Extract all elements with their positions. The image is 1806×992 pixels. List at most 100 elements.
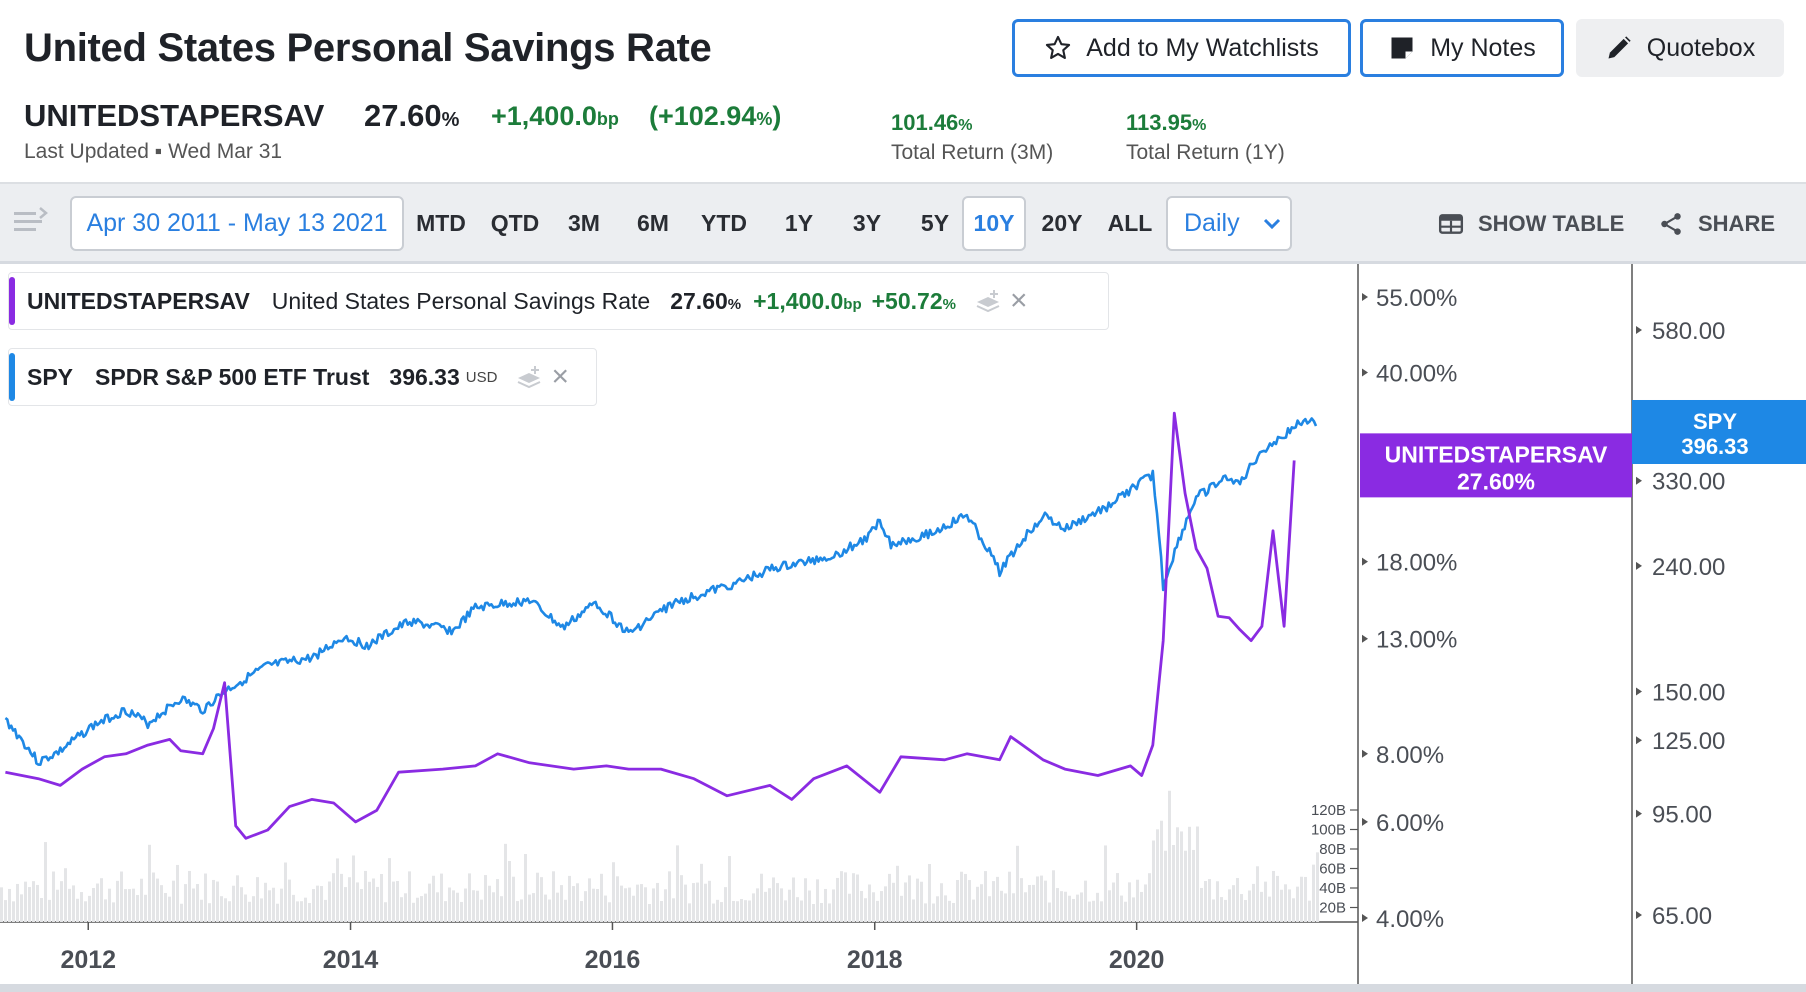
- last-updated-label: Last Updated: [24, 140, 149, 163]
- volume-bar: [708, 880, 711, 922]
- close-icon[interactable]: ×: [1009, 284, 1028, 317]
- right-tick: [1636, 561, 1642, 570]
- volume-bar: [376, 886, 379, 922]
- volume-bar: [676, 845, 679, 922]
- legend-entry-spy[interactable]: SPY SPDR S&P 500 ETF Trust 396.33 USD ×: [8, 348, 597, 406]
- volume-bar: [360, 889, 363, 922]
- quotebox-button[interactable]: Quotebox: [1576, 19, 1784, 77]
- series-line-savings-rate[interactable]: [5, 411, 1296, 840]
- volume-bar: [988, 896, 991, 922]
- share-button[interactable]: SHARE: [1658, 196, 1775, 251]
- right-tick: [1636, 326, 1642, 334]
- my-notes-button[interactable]: My Notes: [1360, 19, 1564, 77]
- volume-bar: [108, 888, 111, 922]
- right-tick: [1636, 736, 1642, 745]
- volume-bar: [132, 888, 135, 922]
- volume-bar: [308, 902, 311, 922]
- volume-bar: [912, 899, 915, 922]
- x-tick-label-2016: 2016: [585, 946, 641, 974]
- volume-bar: [200, 899, 203, 922]
- volume-bar: [352, 855, 355, 922]
- volume-bar: [388, 858, 391, 922]
- right-tick-label: 240.00: [1652, 554, 1725, 581]
- legend-change-pct-unit: %: [942, 295, 956, 313]
- savings-rate-flag-name: UNITEDSTAPERSAV: [1385, 441, 1608, 467]
- volume-bar: [1076, 894, 1079, 922]
- volume-bar: [968, 880, 971, 922]
- volume-bar: [128, 889, 131, 922]
- volume-bar: [400, 897, 403, 922]
- volume-bar: [1088, 901, 1091, 922]
- volume-bar: [556, 892, 559, 922]
- change-value: +1,400.0bp: [491, 101, 619, 132]
- right-tick: [1636, 911, 1642, 919]
- volume-bar: [828, 903, 831, 922]
- savings-rate-last-flag: [1360, 433, 1632, 498]
- volume-bar: [1252, 883, 1255, 922]
- volume-bar: [12, 901, 15, 922]
- period-button-10y[interactable]: 10Y: [962, 196, 1026, 251]
- period-button-all[interactable]: ALL: [1107, 210, 1153, 236]
- series-line-spy[interactable]: [4, 417, 1318, 766]
- volume-bar: [164, 892, 167, 922]
- right-tick: [1636, 809, 1642, 818]
- volume-bar: [700, 863, 703, 922]
- share-label: SHARE: [1698, 210, 1776, 236]
- legend-change: +1,400.0bp: [753, 288, 862, 315]
- left-tick-label: 8.00%: [1376, 742, 1444, 769]
- volume-bar: [212, 879, 215, 922]
- volume-bar: [1124, 901, 1127, 922]
- quotebox-label: Quotebox: [1646, 33, 1756, 62]
- volume-bar: [1100, 901, 1103, 922]
- frequency-select[interactable]: Daily: [1166, 196, 1292, 251]
- volume-bar: [832, 889, 835, 922]
- show-table-button[interactable]: SHOW TABLE: [1438, 196, 1624, 251]
- volume-bar: [948, 900, 951, 922]
- period-button-3m[interactable]: 3M: [568, 210, 600, 236]
- volume-bar: [232, 885, 235, 922]
- volume-bar: [404, 893, 407, 922]
- volume-bar: [1284, 884, 1287, 922]
- right-tick-label: 125.00: [1652, 728, 1725, 755]
- period-button-3y[interactable]: 3Y: [852, 210, 882, 236]
- volume-bar: [1084, 880, 1087, 922]
- volume-bar: [1092, 900, 1095, 922]
- volume-bar: [1020, 878, 1023, 922]
- volume-bar: [340, 873, 343, 922]
- volume-bar: [1120, 895, 1123, 922]
- period-button-mtd[interactable]: MTD: [416, 210, 466, 236]
- volume-bar: [1308, 900, 1311, 922]
- legend-entry-savings-rate[interactable]: UNITEDSTAPERSAV United States Personal S…: [8, 272, 1109, 330]
- volume-bar: [724, 887, 727, 922]
- volume-bar: [1096, 892, 1099, 922]
- volume-bar: [800, 900, 803, 922]
- spy-last-flag: [1632, 399, 1806, 464]
- period-button-1y[interactable]: 1Y: [784, 210, 814, 236]
- period-button-qtd[interactable]: QTD: [490, 210, 540, 236]
- volume-bar: [984, 871, 987, 922]
- period-button-5y[interactable]: 5Y: [920, 210, 950, 236]
- price-chart[interactable]: 2012201420162018202055.00%40.00%25.00%18…: [0, 264, 1806, 984]
- volume-bar: [1264, 881, 1267, 922]
- volume-bar: [884, 886, 887, 922]
- my-notes-label: My Notes: [1430, 33, 1536, 62]
- volume-bar: [1008, 871, 1011, 922]
- volume-bar: [448, 887, 451, 922]
- close-icon[interactable]: ×: [551, 360, 569, 393]
- volume-bar: [568, 875, 571, 922]
- volume-bar: [1140, 891, 1143, 922]
- volume-bar: [1208, 879, 1211, 922]
- stack-layers-icon[interactable]: [974, 287, 1002, 315]
- period-button-6m[interactable]: 6M: [637, 210, 669, 236]
- volume-bar: [524, 853, 527, 922]
- period-button-20y[interactable]: 20Y: [1041, 210, 1083, 236]
- bottom-scrollbar[interactable]: [0, 984, 1806, 992]
- add-to-watchlists-button[interactable]: Add to My Watchlists: [1012, 19, 1351, 77]
- stack-layers-icon[interactable]: [515, 363, 543, 391]
- total-return-1y-label: Total Return (1Y): [1126, 141, 1285, 164]
- period-button-ytd[interactable]: YTD: [701, 210, 747, 236]
- sort-lines-icon[interactable]: [12, 204, 48, 240]
- volume-bar: [24, 881, 27, 922]
- date-range-button[interactable]: Apr 30 2011 - May 13 2021: [70, 196, 404, 251]
- add-to-watchlists-label: Add to My Watchlists: [1086, 33, 1319, 62]
